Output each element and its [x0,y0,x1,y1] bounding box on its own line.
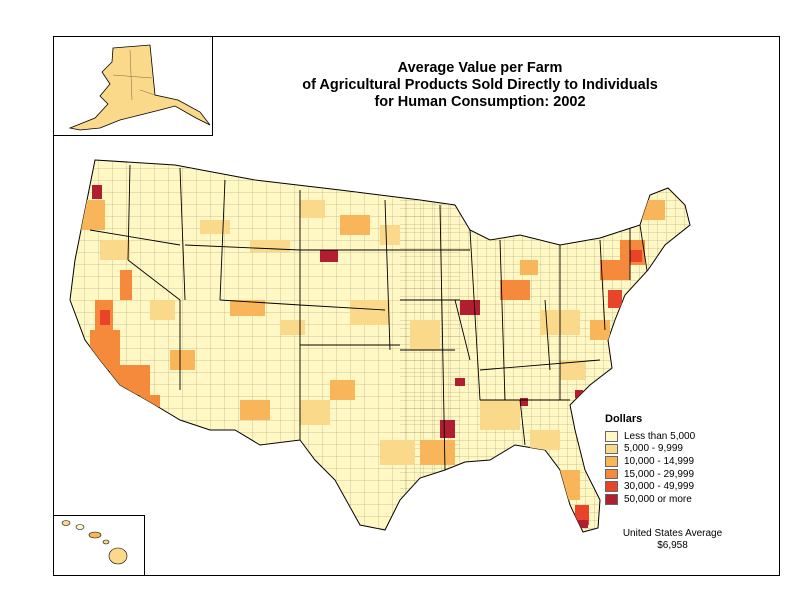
legend-label: 5,000 - 9,999 [624,443,683,455]
alaska-shape [68,44,211,131]
legend-label: 50,000 or more [624,493,692,505]
legend-item: Less than 5,000 [605,430,735,443]
legend-item: 30,000 - 49,999 [605,480,735,493]
us-average-value: $6,958 [657,540,688,551]
hawaii-inset-frame [53,515,145,576]
legend-swatch [605,456,618,467]
state-boundaries [89,164,651,471]
legend-item: 50,000 or more [605,493,735,506]
legend-swatch [605,481,618,492]
legend-swatch [605,431,618,442]
us-average-label: United States Average [622,528,723,539]
legend-swatch [605,443,618,455]
title-line-1: Average Value per Farm [397,60,563,76]
legend-label: 15,000 - 29,999 [624,468,695,480]
title-line-3: for Human Consumption: 2002 [374,94,586,110]
legend-swatch [605,494,618,505]
legend-item: 5,000 - 9,999 [605,443,735,456]
alaska-inset [68,44,211,131]
hawaii-inset [61,520,128,565]
legend-label: Less than 5,000 [624,430,696,442]
legend-rows: Less than 5,000 5,000 - 9,999 10,000 - 14,… [605,430,735,506]
legend-item: 15,000 - 29,999 [605,468,735,481]
map-title: Average Value per Farm of Agricultural P… [290,60,670,111]
legend-title: Dollars [605,413,643,425]
legend-item: 10,000 - 14,999 [605,455,735,468]
legend-label: 30,000 - 49,999 [624,481,695,493]
legend: Dollars Less than 5,000 5,000 - 9,999 10,0… [605,413,735,506]
alaska-inset-frame [53,36,213,136]
legend-label: 10,000 - 14,999 [624,455,695,467]
lower-48-states [69,159,691,533]
us-average-note: United States Average $6,958 [610,528,735,552]
legend-swatch [605,468,618,480]
title-line-2: of Agricultural Products Sold Directly t… [302,77,658,93]
